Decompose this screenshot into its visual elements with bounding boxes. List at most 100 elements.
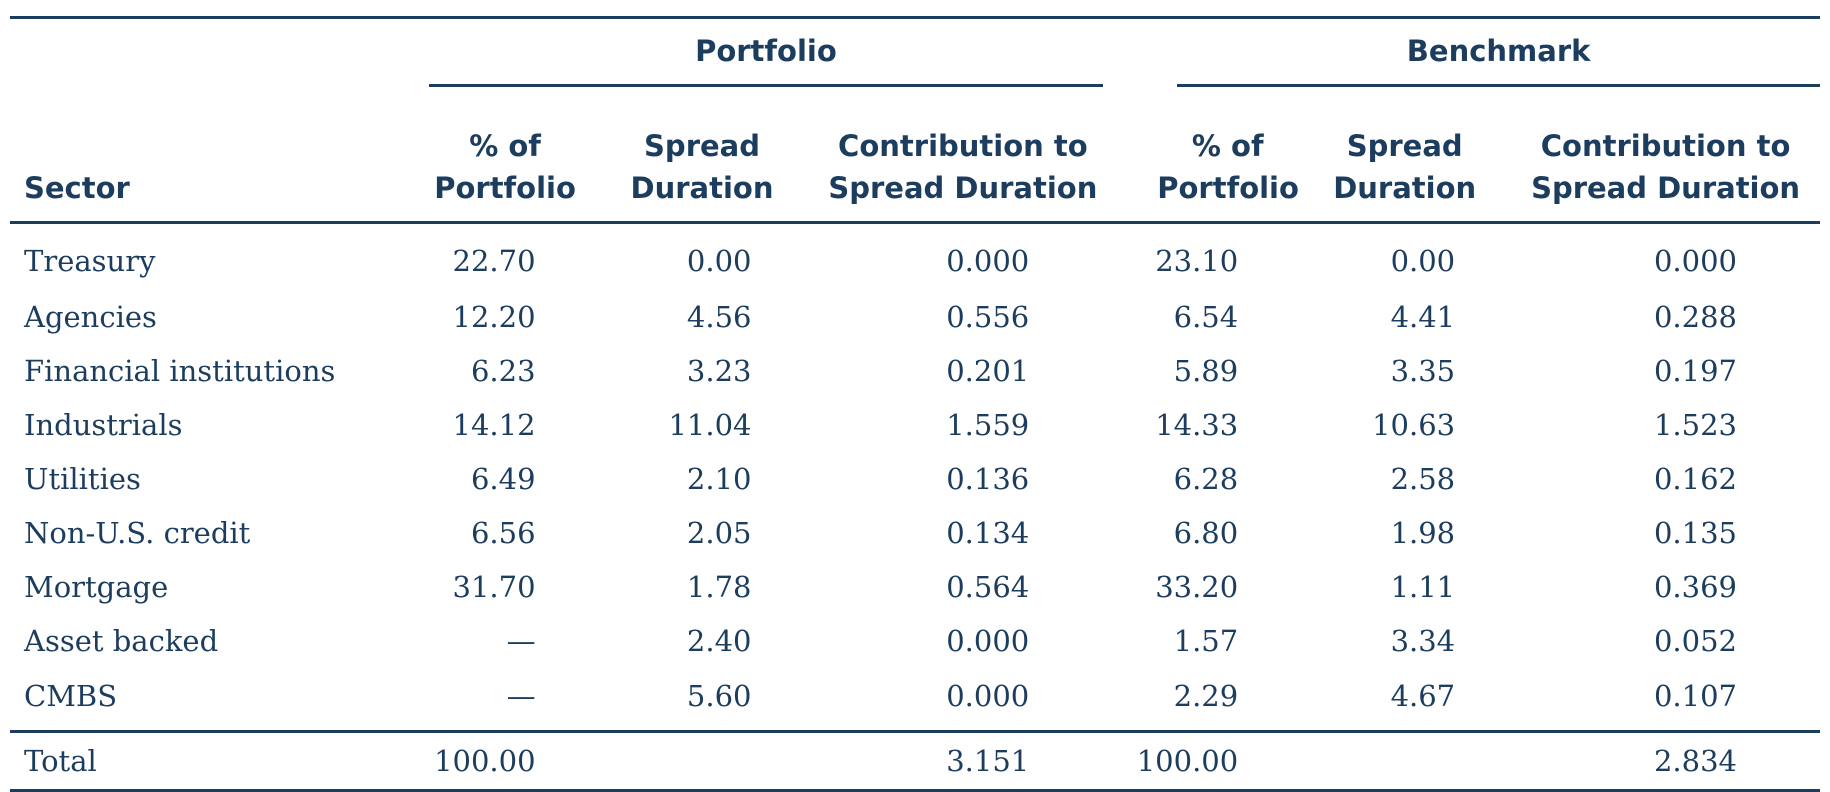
benchmark-pct-cell: 6.54 [1173, 300, 1239, 334]
column-header-benchmark-spread-duration: Spread Duration [1298, 91, 1511, 223]
benchmark-spread-duration-cell: 3.34 [1390, 624, 1456, 658]
table-row-treasury: Treasury 22.70 0.00 0.000 23.10 0.00 0.0… [10, 223, 1820, 291]
portfolio-pct-cell: — [506, 679, 536, 713]
header-line: Portfolio [434, 171, 576, 205]
portfolio-spread-duration-cell: 0.00 [686, 244, 752, 278]
portfolio-contribution-cell: 0.000 [946, 624, 1030, 658]
column-header-benchmark-contribution: Contribution to Spread Duration [1511, 91, 1820, 223]
header-line: Portfolio [1157, 171, 1299, 205]
benchmark-pct-cell: 2.29 [1173, 679, 1239, 713]
benchmark-spread-duration-cell: 4.67 [1390, 679, 1456, 713]
portfolio-contribution-cell: 0.000 [946, 679, 1030, 713]
portfolio-contribution-cell: 1.559 [946, 408, 1030, 442]
portfolio-contribution-cell: 0.136 [946, 462, 1030, 496]
portfolio-spread-duration-cell: 3.23 [686, 354, 752, 388]
header-line: Contribution to [1540, 129, 1791, 163]
column-header-portfolio-contribution: Contribution to Spread Duration [808, 91, 1117, 223]
portfolio-spread-duration-cell: 4.56 [686, 300, 752, 334]
table-row-asset-backed: Asset backed — 2.40 0.000 1.57 3.34 0.05… [10, 614, 1820, 668]
group-header-row: Portfolio Benchmark [10, 17, 1820, 92]
table-row-non-us-credit: Non-U.S. credit 6.56 2.05 0.134 6.80 1.9… [10, 506, 1820, 560]
portfolio-pct-cell: — [506, 624, 536, 658]
portfolio-spread-duration-cell [595, 730, 809, 791]
group-label-benchmark: Benchmark [1177, 30, 1820, 87]
benchmark-pct-cell: 100.00 [1117, 730, 1299, 791]
sector-cell: Mortgage [24, 570, 169, 604]
benchmark-contribution-cell: 0.369 [1653, 570, 1737, 604]
column-header-benchmark-pct: % of Portfolio [1117, 91, 1299, 223]
header-line: Spread [644, 129, 760, 163]
sector-cell: Non-U.S. credit [24, 516, 251, 550]
sector-cell: Treasury [24, 244, 156, 278]
benchmark-spread-duration-cell: 1.98 [1390, 516, 1456, 550]
benchmark-spread-duration-cell: 0.00 [1390, 244, 1456, 278]
portfolio-contribution-cell: 0.564 [946, 570, 1030, 604]
benchmark-contribution-cell: 0.000 [1653, 244, 1737, 278]
group-header-benchmark: Benchmark [1117, 18, 1820, 92]
benchmark-spread-duration-cell: 2.58 [1390, 462, 1456, 496]
benchmark-pct-cell: 33.20 [1155, 570, 1239, 604]
portfolio-pct-cell: 6.56 [470, 516, 536, 550]
benchmark-contribution-cell: 1.523 [1653, 408, 1737, 442]
portfolio-contribution-cell: 0.201 [946, 354, 1030, 388]
sector-cell: Asset backed [24, 624, 219, 658]
portfolio-pct-cell: 22.70 [452, 244, 536, 278]
portfolio-spread-duration-cell: 11.04 [668, 408, 752, 442]
header-line: Contribution to [838, 129, 1088, 163]
spread-duration-table-container: Portfolio Benchmark Sector % of Portfoli… [10, 16, 1820, 792]
table-row-financial-institutions: Financial institutions 6.23 3.23 0.201 5… [10, 344, 1820, 398]
table-row-cmbs: CMBS — 5.60 0.000 2.29 4.67 0.107 [10, 668, 1820, 732]
sector-cell: Financial institutions [24, 354, 336, 388]
sector-cell: CMBS [24, 679, 118, 713]
column-header-sector: Sector [24, 171, 130, 205]
benchmark-pct-cell: 23.10 [1155, 244, 1239, 278]
portfolio-contribution-cell: 0.134 [946, 516, 1030, 550]
benchmark-spread-duration-cell: 3.35 [1390, 354, 1456, 388]
column-header-row: Sector % of Portfolio Spread Duration Co… [10, 91, 1820, 223]
benchmark-contribution-cell: 0.162 [1653, 462, 1737, 496]
table-row-mortgage: Mortgage 31.70 1.78 0.564 33.20 1.11 0.3… [10, 560, 1820, 614]
portfolio-contribution-cell: 0.556 [946, 300, 1030, 334]
sector-cell: Industrials [24, 408, 183, 442]
portfolio-spread-duration-cell: 2.05 [686, 516, 752, 550]
portfolio-pct-cell: 6.23 [470, 354, 536, 388]
portfolio-pct-cell: 12.20 [452, 300, 536, 334]
sector-cell: Utilities [24, 462, 141, 496]
header-line: Duration [1333, 171, 1477, 205]
group-header-portfolio: Portfolio [415, 18, 1118, 92]
column-header-portfolio-pct: % of Portfolio [415, 91, 596, 223]
group-header-empty [10, 18, 415, 92]
benchmark-contribution-cell: 0.052 [1653, 624, 1737, 658]
portfolio-spread-duration-cell: 2.10 [686, 462, 752, 496]
benchmark-contribution-cell: 0.107 [1653, 679, 1737, 713]
header-line: Spread Duration [1531, 171, 1801, 205]
portfolio-contribution-cell: 3.151 [808, 730, 1118, 791]
header-line: Spread [1346, 129, 1463, 163]
header-line: Duration [630, 171, 774, 205]
benchmark-spread-duration-cell: 1.11 [1390, 570, 1456, 604]
portfolio-spread-duration-cell: 1.78 [686, 570, 752, 604]
benchmark-spread-duration-cell: 10.63 [1372, 408, 1456, 442]
table-row-agencies: Agencies 12.20 4.56 0.556 6.54 4.41 0.28… [10, 290, 1820, 344]
table-row-industrials: Industrials 14.12 11.04 1.559 14.33 10.6… [10, 398, 1820, 452]
benchmark-pct-cell: 6.28 [1173, 462, 1239, 496]
portfolio-spread-duration-cell: 5.60 [686, 679, 752, 713]
benchmark-contribution-cell: 0.288 [1653, 300, 1737, 334]
benchmark-pct-cell: 6.80 [1173, 516, 1239, 550]
benchmark-pct-cell: 1.57 [1173, 624, 1239, 658]
header-line: % of [469, 129, 541, 163]
portfolio-pct-cell: 100.00 [414, 730, 596, 791]
header-line: % of [1191, 129, 1264, 163]
benchmark-contribution-cell: 0.197 [1653, 354, 1737, 388]
table-row-total: Total 100.00 3.151 100.00 2.834 [10, 730, 1820, 791]
benchmark-contribution-cell: 0.135 [1653, 516, 1737, 550]
benchmark-pct-cell: 14.33 [1155, 408, 1239, 442]
benchmark-spread-duration-cell: 4.41 [1390, 300, 1456, 334]
sector-cell: Agencies [24, 300, 157, 334]
benchmark-spread-duration-cell [1298, 730, 1512, 791]
portfolio-spread-duration-cell: 2.40 [686, 624, 752, 658]
benchmark-pct-cell: 5.89 [1173, 354, 1239, 388]
column-header-portfolio-spread-duration: Spread Duration [596, 91, 809, 223]
portfolio-pct-cell: 6.49 [470, 462, 536, 496]
group-label-portfolio: Portfolio [428, 30, 1104, 87]
